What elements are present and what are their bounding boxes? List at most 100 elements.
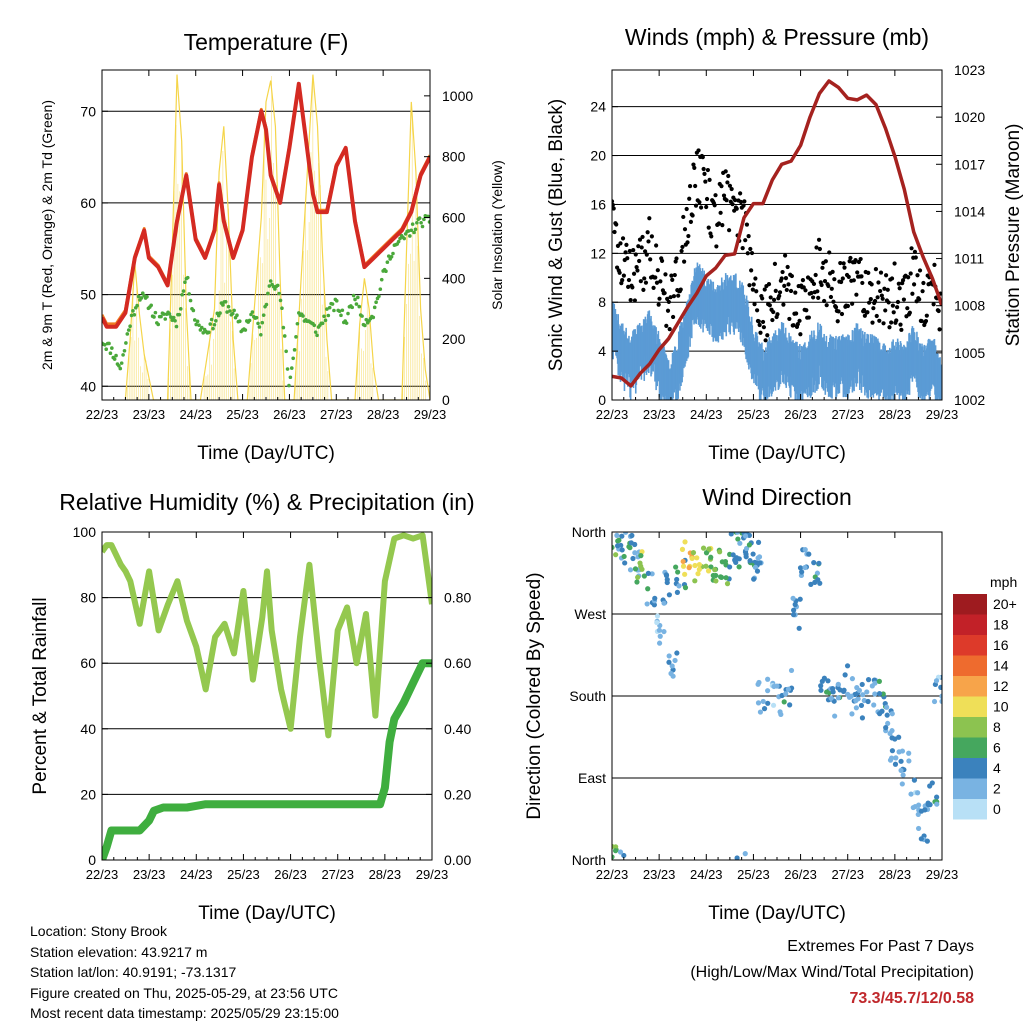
direction-point [615,538,621,544]
temperature-y2-axis-label: Solar Insolation (Yellow) [489,160,505,310]
x-tick-label: 28/23 [367,407,400,422]
gust-point [795,322,800,327]
dewpoint-point [379,277,384,282]
gust-point [780,269,785,275]
dewpoint-point [128,324,132,328]
gust-point [883,273,889,278]
gust-point [835,319,840,324]
direction-point [639,549,645,555]
dewpoint-point [356,295,360,300]
direction-point [743,551,749,557]
x-tick-label: 29/23 [416,867,449,882]
dewpoint-point [350,305,355,310]
gust-point [859,274,864,279]
colorbar-swatch [953,696,987,717]
x-tick-label: 23/23 [133,407,166,422]
direction-point [889,748,896,754]
direction-point [680,563,687,569]
x-tick-label: 29/23 [926,867,959,882]
direction-point [632,550,638,556]
gust-point [687,196,692,201]
gust-point [686,233,691,239]
dewpoint-point [346,311,350,316]
gust-point [723,169,728,174]
y2-tick-label: 800 [442,149,466,165]
dewpoint-point [266,291,270,296]
direction-point [880,691,886,697]
colorbar-swatch [953,799,987,820]
direction-point [846,694,853,700]
dewpoint-point [107,341,111,346]
y2-tick-label: 1020 [954,109,985,125]
direction-point [876,691,883,697]
dewpoint-point [121,353,125,357]
x-tick-label: 29/23 [926,407,959,422]
dewpoint-point [353,297,357,302]
direction-point [885,720,891,727]
x-tick-label: 26/23 [273,407,306,422]
gust-point [747,283,752,288]
gust-point [672,272,677,278]
gust-point [719,184,724,189]
direction-point [675,569,681,575]
gust-point [915,273,920,278]
dewpoint-point [200,325,204,330]
direction-point [743,545,750,552]
gust-point [633,252,638,257]
dewpoint-point [122,348,127,353]
dewpoint-point [384,269,388,274]
dewpoint-point [371,315,376,320]
direction-point [651,602,657,608]
gust-point [886,300,891,305]
direction-point [735,536,741,542]
gust-point [682,227,688,232]
direction-point [755,700,762,706]
gust-point [900,278,906,283]
y-tick-label: 60 [80,655,96,671]
dewpoint-point [294,335,298,339]
gust-point [706,225,711,230]
gust-point [823,259,828,264]
direction-point [884,712,890,718]
direction-point [694,555,700,561]
direction-point [864,689,870,695]
direction-point [898,758,904,764]
dewpoint-point [135,303,139,308]
colorbar-label: 0 [993,801,1001,817]
gust-point [653,275,658,280]
gust-point [777,290,783,295]
gust-point [878,270,884,275]
colorbar-label: 16 [993,637,1009,653]
dewpoint-point [230,311,235,316]
colorbar-swatch [953,737,987,758]
y-tick-label: 100 [73,524,97,540]
gust-point [794,311,799,316]
direction-point [746,542,753,548]
y-tick-label: South [569,688,606,704]
gust-point [734,206,739,211]
y-tick-label: 20 [80,786,96,802]
dewpoint-point [159,314,163,319]
gust-point [667,327,672,332]
direction-point [695,571,701,577]
dewpoint-point [261,313,266,317]
x-tick-label: 27/23 [321,867,354,882]
direction-point [872,680,878,686]
dewpoint-point [232,308,236,313]
gust-point [921,280,926,286]
gust-point [701,166,706,172]
wind-direction-x-axis-label: Time (Day/UTC) [708,903,846,924]
direction-point [837,687,843,693]
gust-point [738,191,743,196]
direction-point [899,781,905,787]
direction-point [656,627,662,633]
gust-point [649,234,654,239]
y-tick-label: 8 [598,294,606,310]
dewpoint-point [275,283,280,288]
dewpoint-point [385,260,390,264]
direction-point [710,572,716,579]
gust-point [822,278,828,284]
direction-point [765,688,771,694]
gust-point [913,255,918,260]
dewpoint-point [320,321,325,326]
